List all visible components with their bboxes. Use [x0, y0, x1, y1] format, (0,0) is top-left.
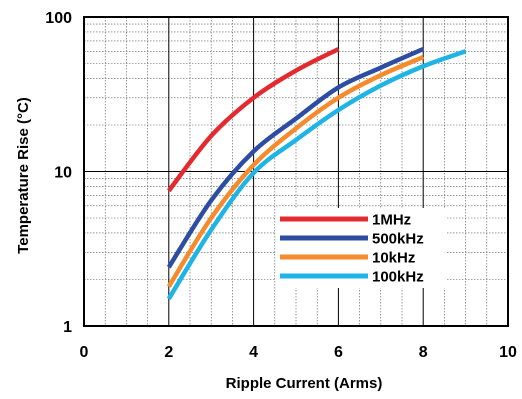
plot-frame	[83, 16, 509, 327]
tick-labels: 0 2 4 6 8 10 1 10 100	[45, 10, 517, 361]
series-line-500khz	[166, 47, 425, 269]
legend: 1MHz 500kHz 10kHz 100kHz	[280, 212, 424, 286]
series-layer	[166, 47, 467, 300]
series-line-10khz	[166, 55, 425, 288]
x-tick-label-8: 8	[419, 344, 428, 361]
x-tick-label-4: 4	[249, 344, 258, 361]
y-axis-title: Temperature Rise (°C)	[15, 97, 32, 254]
x-tick-label-10: 10	[499, 344, 517, 361]
y-tick-label-10: 10	[54, 165, 72, 182]
legend-1mhz-label: 1MHz	[372, 212, 411, 229]
legend-10khz-label: 10kHz	[372, 250, 415, 267]
y-tick-label-1: 1	[63, 319, 72, 336]
x-tick-label-2: 2	[164, 344, 173, 361]
series-line-100khz	[166, 49, 467, 300]
x-tick-label-6: 6	[334, 344, 343, 361]
legend-100khz-label: 100kHz	[372, 269, 424, 286]
legend-500khz-label: 500kHz	[372, 231, 424, 248]
x-axis-title: Ripple Current (Arms)	[226, 375, 383, 392]
series-line-1mhz	[167, 47, 340, 193]
y-tick-label-100: 100	[45, 10, 72, 27]
x-tick-label-0: 0	[80, 344, 89, 361]
